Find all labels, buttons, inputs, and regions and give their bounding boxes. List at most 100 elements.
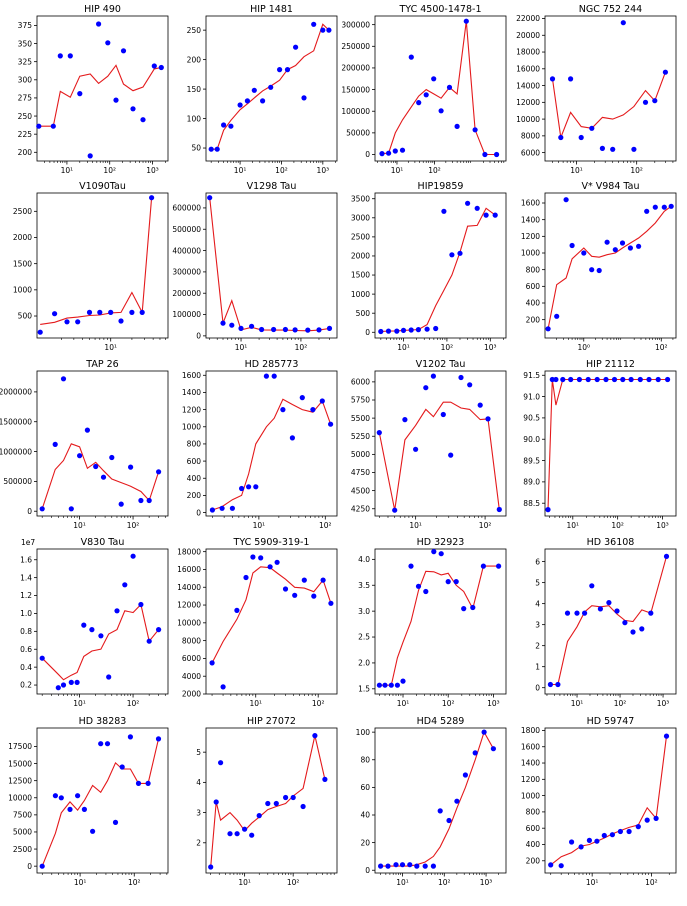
y-tick-label: 4 bbox=[196, 778, 201, 787]
axes-frame bbox=[374, 15, 507, 162]
fit-line bbox=[211, 566, 332, 664]
data-point bbox=[37, 329, 43, 335]
data-point bbox=[39, 655, 45, 661]
chart-panel-12: HIP 21112 88.5 89.0 89.5 90.0 90.5 91.0 91.5 10¹… bbox=[523, 359, 677, 530]
axes-frame bbox=[36, 727, 169, 874]
y-tick-label: 800 bbox=[526, 808, 541, 817]
axes-frame bbox=[36, 192, 169, 339]
y-tick-label: 1400 bbox=[521, 215, 540, 224]
chart-panel-11: V1202 Tau 4250 4500 4750 5000 5250 5500 5750 600… bbox=[351, 359, 507, 530]
chart-title: HIP 21112 bbox=[586, 359, 635, 370]
data-point bbox=[322, 776, 328, 783]
data-point bbox=[581, 250, 587, 256]
data-point bbox=[75, 319, 81, 325]
fit-line bbox=[40, 197, 153, 325]
data-point bbox=[138, 601, 144, 608]
y-tick-label: 500 bbox=[18, 312, 33, 321]
axes-frame bbox=[544, 727, 677, 874]
chart-title: HD 38283 bbox=[79, 716, 127, 727]
data-point bbox=[64, 319, 70, 325]
data-point bbox=[229, 505, 235, 511]
data-point bbox=[146, 638, 152, 644]
data-point bbox=[301, 577, 307, 583]
data-point bbox=[609, 832, 616, 838]
y-tick-label: 500000 bbox=[172, 225, 201, 234]
data-point bbox=[648, 610, 654, 616]
y-tick-label: 250000 bbox=[341, 42, 370, 51]
data-point bbox=[596, 267, 602, 274]
chart-title: V830 Tau bbox=[81, 537, 125, 548]
x-tick-label: 10³ bbox=[146, 166, 159, 175]
data-point bbox=[67, 53, 73, 59]
data-point bbox=[578, 134, 584, 141]
y-tick-label: 10000 bbox=[177, 619, 201, 628]
data-point bbox=[619, 240, 626, 246]
y-tick-label: 6000 bbox=[351, 378, 370, 387]
data-point bbox=[482, 151, 488, 158]
data-point bbox=[578, 844, 584, 850]
y-tick-label: 225 bbox=[18, 130, 33, 139]
data-point bbox=[663, 553, 670, 560]
y-tick-label: 40 bbox=[360, 811, 370, 820]
fit-line bbox=[209, 197, 330, 332]
data-point bbox=[564, 610, 571, 616]
data-point bbox=[68, 506, 74, 512]
data-point bbox=[104, 741, 111, 747]
y-tick-label: 10000 bbox=[516, 115, 540, 124]
data-point bbox=[244, 98, 250, 104]
data-point bbox=[220, 684, 226, 690]
data-point bbox=[227, 831, 233, 837]
data-point bbox=[461, 606, 467, 612]
x-tick-label: 10² bbox=[127, 521, 140, 530]
data-point bbox=[258, 555, 264, 561]
data-point bbox=[292, 592, 298, 598]
y-tick-label: 1200 bbox=[521, 232, 540, 241]
data-point bbox=[594, 376, 600, 383]
fit-line bbox=[41, 603, 160, 681]
x-tick-label: 10³ bbox=[480, 878, 493, 887]
data-point bbox=[415, 583, 422, 589]
data-point bbox=[576, 376, 583, 383]
x-tick-label: 10² bbox=[479, 521, 492, 530]
data-point bbox=[98, 741, 104, 747]
data-point bbox=[105, 40, 111, 46]
data-point bbox=[594, 838, 600, 844]
data-point bbox=[237, 102, 243, 108]
data-point bbox=[146, 497, 152, 504]
data-point bbox=[438, 551, 444, 557]
y-tick-label: 3.0 bbox=[358, 607, 370, 616]
data-point bbox=[547, 681, 554, 688]
y-tick-label: 300000 bbox=[341, 20, 370, 29]
x-tick-label: 10² bbox=[442, 699, 455, 708]
x-tick-label: 10² bbox=[428, 166, 441, 175]
chart-panel-14: TYC 5909-319-1 2000 4000 6000 8000 10000 12000… bbox=[177, 537, 338, 708]
data-point bbox=[554, 313, 560, 319]
y-tick-label: 18000 bbox=[177, 547, 201, 556]
x-tick-label: 10¹ bbox=[238, 878, 251, 887]
chart-panel-3: TYC 4500-1478-1 0 50000 100000 150000 200000 2… bbox=[341, 4, 507, 175]
data-point bbox=[472, 127, 478, 133]
y-tick-label: 4250 bbox=[351, 504, 370, 513]
y-tick-label: 1000 bbox=[182, 422, 201, 431]
data-point bbox=[414, 863, 420, 869]
y-tick-label: 5750 bbox=[351, 396, 370, 405]
fit-line bbox=[41, 443, 160, 509]
data-point bbox=[627, 245, 634, 251]
data-point bbox=[151, 63, 157, 69]
data-point bbox=[568, 376, 574, 383]
y-tick-label: 20 bbox=[360, 838, 370, 847]
data-point bbox=[548, 862, 554, 868]
data-point bbox=[282, 586, 289, 592]
data-point bbox=[140, 117, 146, 123]
data-point bbox=[52, 793, 59, 799]
x-tick-label: 10¹ bbox=[567, 521, 580, 530]
data-point bbox=[653, 815, 659, 822]
data-point bbox=[626, 828, 632, 835]
data-point bbox=[430, 863, 436, 869]
data-point bbox=[448, 452, 454, 458]
x-tick-label: 10² bbox=[103, 166, 116, 175]
data-point bbox=[430, 373, 436, 379]
axes-frame bbox=[36, 370, 169, 517]
data-point bbox=[663, 733, 670, 739]
data-point bbox=[277, 67, 283, 73]
